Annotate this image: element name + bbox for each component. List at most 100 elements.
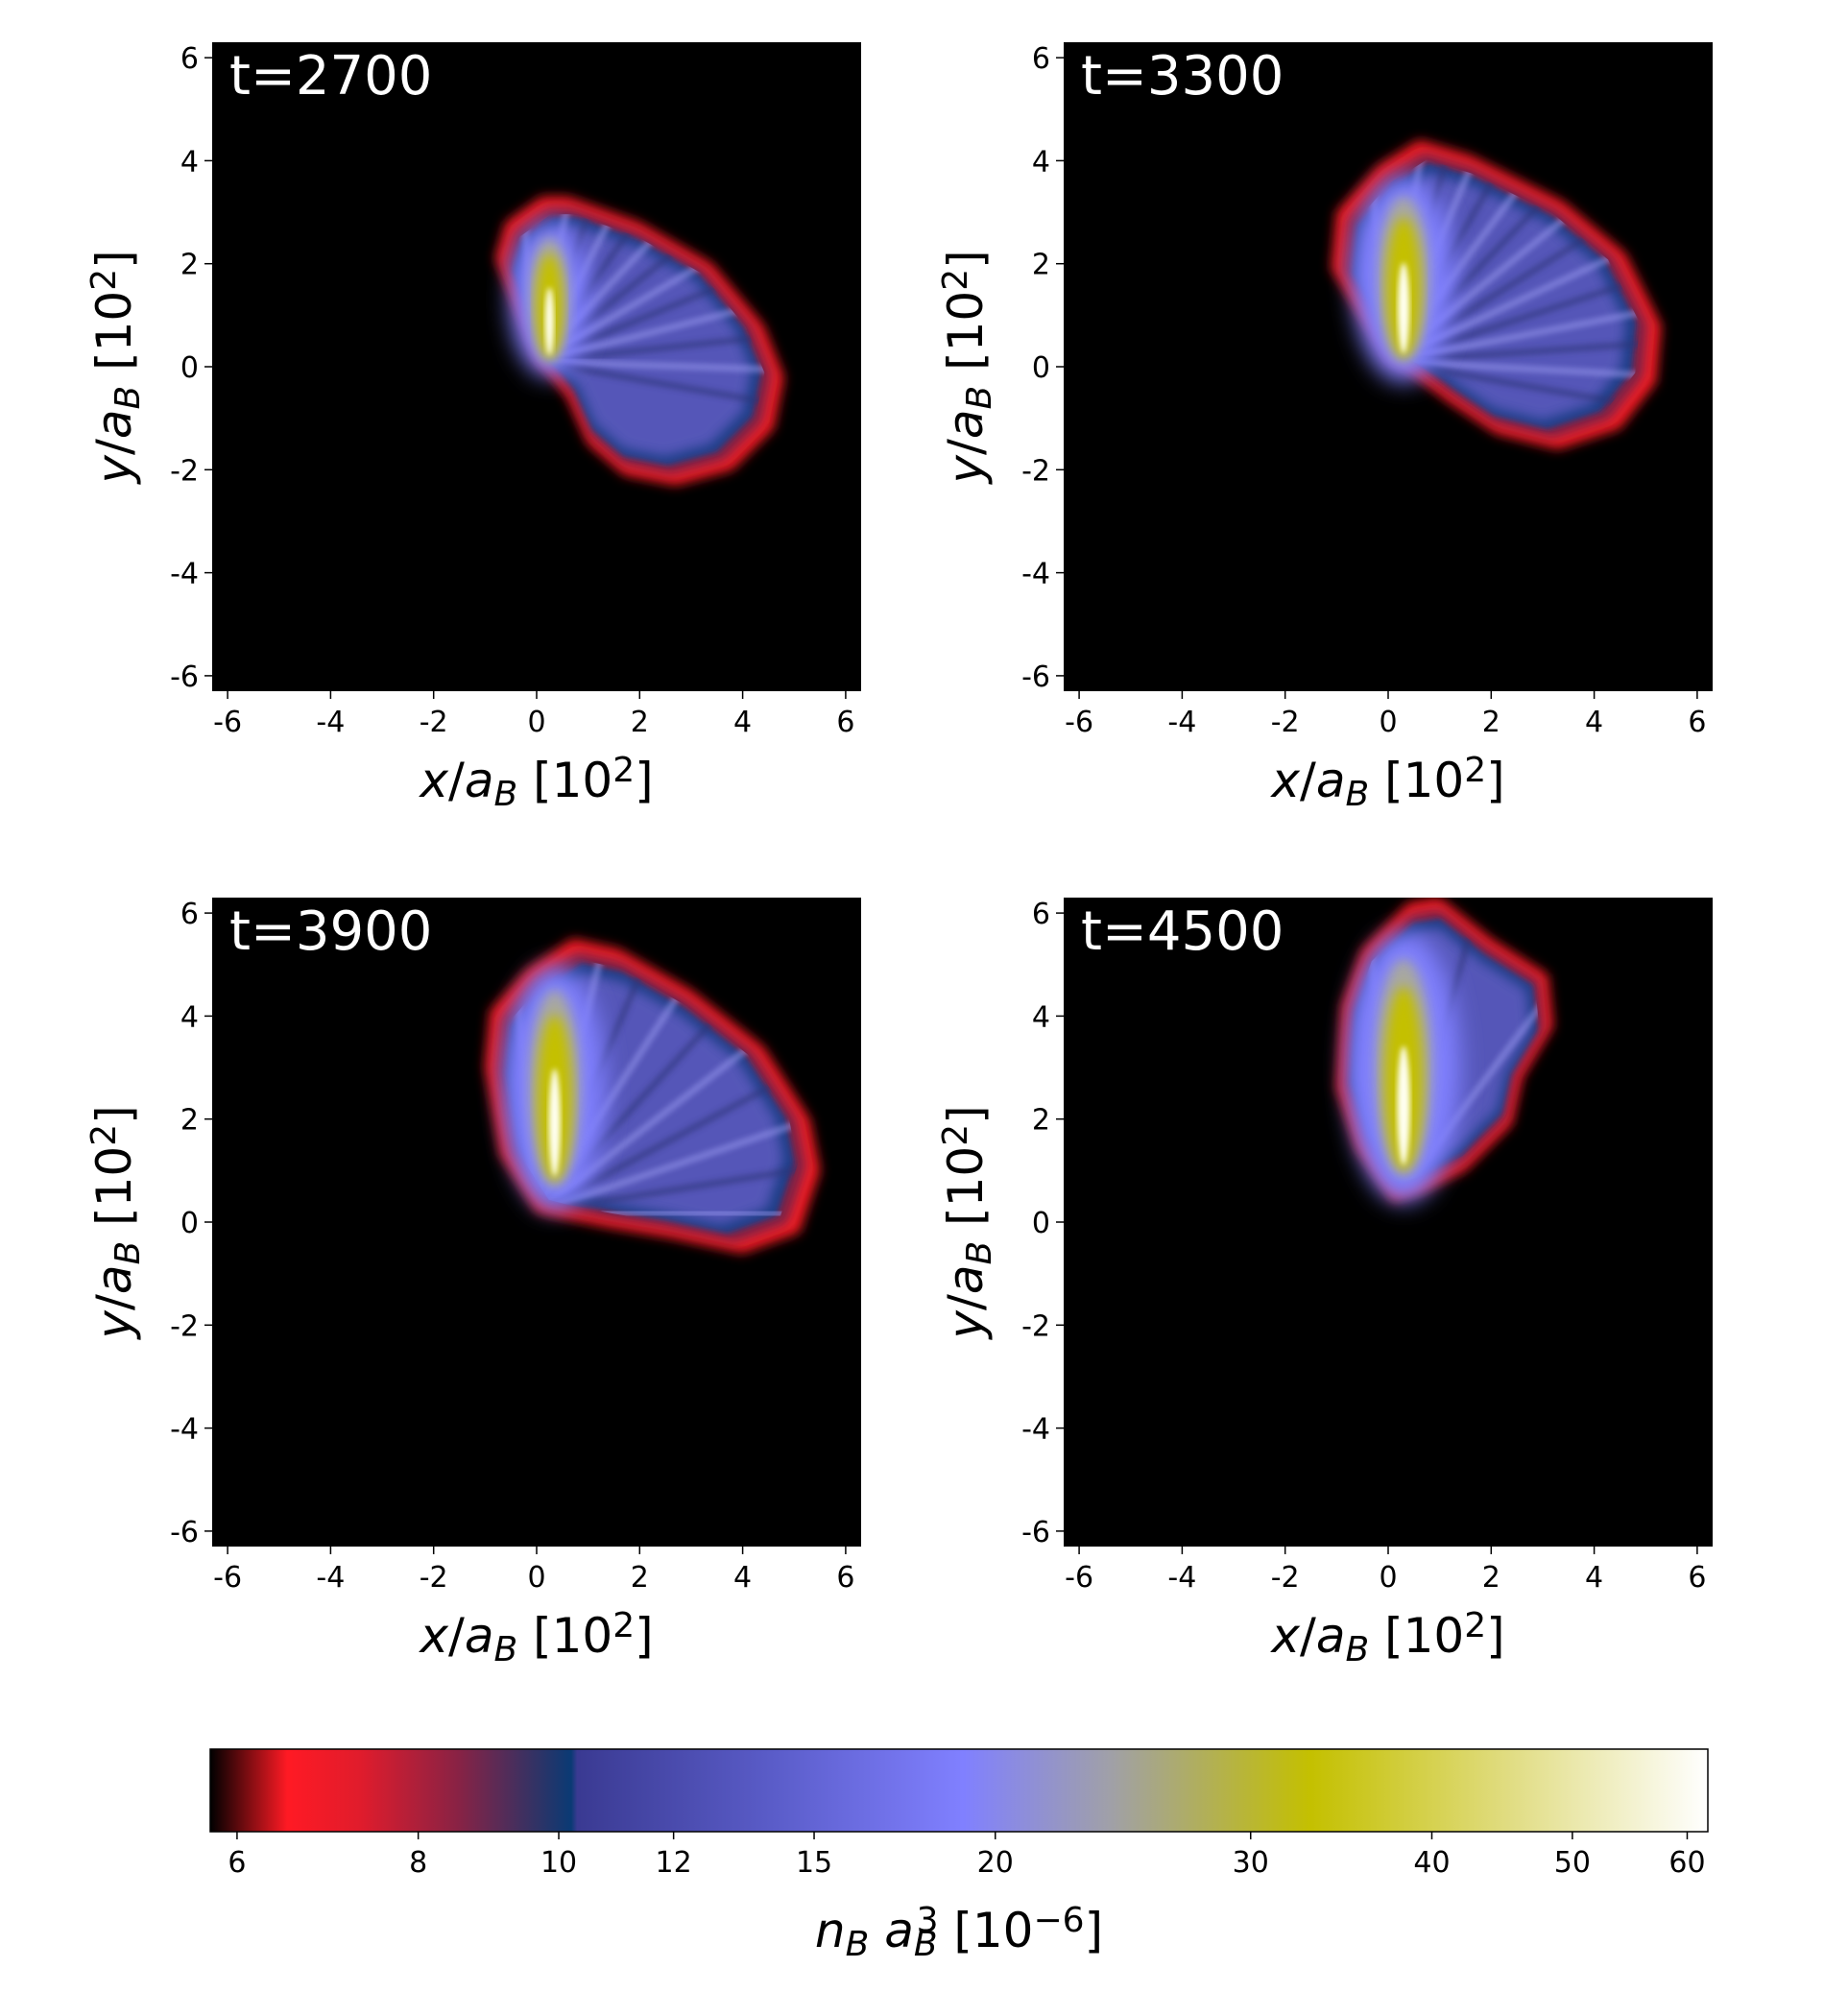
y-tick-label: -2 <box>170 454 199 488</box>
colorbar-tick-label: 20 <box>977 1846 1014 1880</box>
x-tick-label: 4 <box>1585 706 1603 739</box>
streak <box>536 315 765 366</box>
x-tick-label: 2 <box>1482 1561 1500 1595</box>
y-axis-label: y/aB [102] <box>936 1105 999 1340</box>
y-tick-label: 2 <box>180 1104 199 1138</box>
y-tick-label: -6 <box>170 660 199 694</box>
x-tick-label: -4 <box>1167 1561 1196 1595</box>
x-tick-label: -6 <box>213 706 242 739</box>
colorbar-tick-label: 15 <box>796 1846 832 1880</box>
x-axis-label: x/aB [102] <box>1269 1606 1504 1669</box>
y-tick-label: -2 <box>170 1309 199 1343</box>
x-tick-label: -6 <box>1065 1561 1093 1595</box>
streak <box>1387 329 1641 366</box>
core-peak <box>544 287 555 356</box>
density-plume <box>485 938 821 1254</box>
x-tick-label: 2 <box>1482 706 1500 739</box>
y-tick-label: -6 <box>1021 660 1050 694</box>
x-tick-label: 6 <box>1688 1561 1706 1595</box>
density-plume <box>1332 139 1662 449</box>
y-tick-label: 4 <box>1032 1000 1050 1034</box>
colorbar-tick-label: 6 <box>228 1846 246 1880</box>
y-tick-label: -2 <box>1021 454 1050 488</box>
x-tick-label: -4 <box>316 706 345 739</box>
core-peak <box>548 1068 561 1177</box>
density-plume <box>495 197 784 486</box>
density-plume <box>1336 898 1553 1203</box>
colorbar-tick-label: 30 <box>1233 1846 1269 1880</box>
y-tick-label: 6 <box>180 42 199 76</box>
streak <box>535 1079 799 1215</box>
x-axis-label: x/aB [102] <box>418 751 653 814</box>
x-tick-label: -6 <box>1065 706 1093 739</box>
x-tick-label: -6 <box>213 1561 242 1595</box>
streak <box>536 258 765 366</box>
y-tick-label: -4 <box>170 558 199 591</box>
streak <box>1386 187 1641 365</box>
x-tick-label: 6 <box>836 1561 854 1595</box>
y-tick-label: 2 <box>1032 1104 1050 1138</box>
x-tick-label: 0 <box>527 706 545 739</box>
x-axis-label: x/aB [102] <box>1269 751 1504 814</box>
y-axis-label: y/aB [102] <box>84 250 148 485</box>
x-tick-label: 0 <box>1379 706 1397 739</box>
y-tick-label: 6 <box>1032 42 1050 76</box>
colorbar-tick-label: 40 <box>1413 1846 1450 1880</box>
colorbar-tick-label: 60 <box>1668 1846 1705 1880</box>
x-tick-label: 0 <box>527 1561 545 1595</box>
x-tick-label: 4 <box>1585 1561 1603 1595</box>
panel-t-2700: t=2700 -6 -4 -2 0 2 4 6 -6 -4 -2 0 2 4 6 x/aB [102] y/aB… <box>84 42 861 814</box>
y-tick-label: -6 <box>170 1516 199 1549</box>
panel-title: t=2700 <box>229 45 432 108</box>
x-tick-label: -4 <box>316 1561 345 1595</box>
streak <box>1386 233 1641 365</box>
streak <box>1387 281 1641 366</box>
x-tick-label: 2 <box>631 1561 649 1595</box>
colorbar: 6 8 10 12 15 20 30 40 50 60 nB aB3 [10−6] <box>209 1748 1709 1964</box>
core-peak <box>1397 1045 1410 1165</box>
x-tick-label: 0 <box>1379 1561 1397 1595</box>
y-tick-label: -4 <box>170 1413 199 1447</box>
y-tick-label: -4 <box>1021 558 1050 591</box>
x-axis-label: x/aB [102] <box>418 1606 653 1669</box>
y-tick-label: 0 <box>1032 351 1050 385</box>
streak <box>536 358 765 436</box>
x-tick-label: -2 <box>1271 1561 1300 1595</box>
y-tick-label: -2 <box>1021 1309 1050 1343</box>
panel-t-4500: t=4500 -6 -4 -2 0 2 4 6 -6 -4 -2 0 2 4 6 x/aB [102] y/aB… <box>936 898 1713 1669</box>
x-tick-label: -2 <box>420 706 448 739</box>
streak <box>1387 358 1641 432</box>
x-tick-label: -4 <box>1167 706 1196 739</box>
colorbar-label: nB aB3 [10−6] <box>815 1901 1103 1964</box>
panel-title: t=3300 <box>1081 45 1284 108</box>
colorbar-tick-label: 50 <box>1554 1846 1591 1880</box>
x-tick-label: -2 <box>420 1561 448 1595</box>
panel-t-3900: t=3900 -6 -4 -2 0 2 4 6 -6 -4 -2 0 2 4 6 x/aB [102] y/aB… <box>84 898 861 1669</box>
y-tick-label: 0 <box>1032 1207 1050 1240</box>
y-tick-label: 6 <box>180 898 199 931</box>
colorbar-tick-label: 10 <box>540 1846 577 1880</box>
y-tick-label: -6 <box>1021 1516 1050 1549</box>
core-peak <box>1398 262 1410 354</box>
colorbar-tick-label: 12 <box>656 1846 692 1880</box>
panel-title: t=4500 <box>1081 900 1284 963</box>
y-tick-label: 4 <box>1032 145 1050 179</box>
y-tick-label: 0 <box>180 1207 199 1240</box>
panel-t-3300: t=3300 -6 -4 -2 0 2 4 6 -6 -4 -2 0 2 4 6 x/aB [102] y/aB… <box>936 42 1713 814</box>
streak <box>535 1018 799 1215</box>
panel-title: t=3900 <box>229 900 432 963</box>
x-tick-label: 4 <box>733 706 752 739</box>
y-axis-label: y/aB [102] <box>936 250 999 485</box>
y-tick-label: 0 <box>180 351 199 385</box>
x-tick-label: 2 <box>631 706 649 739</box>
x-tick-label: 6 <box>836 706 854 739</box>
colorbar-tick-label: 8 <box>409 1846 427 1880</box>
y-tick-label: 6 <box>1032 898 1050 931</box>
y-tick-label: 4 <box>180 145 199 179</box>
y-axis-label: y/aB [102] <box>84 1105 148 1340</box>
colorbar-gradient <box>209 1748 1709 1833</box>
x-tick-label: 4 <box>733 1561 752 1595</box>
streak <box>536 358 765 379</box>
y-tick-label: 2 <box>180 249 199 282</box>
